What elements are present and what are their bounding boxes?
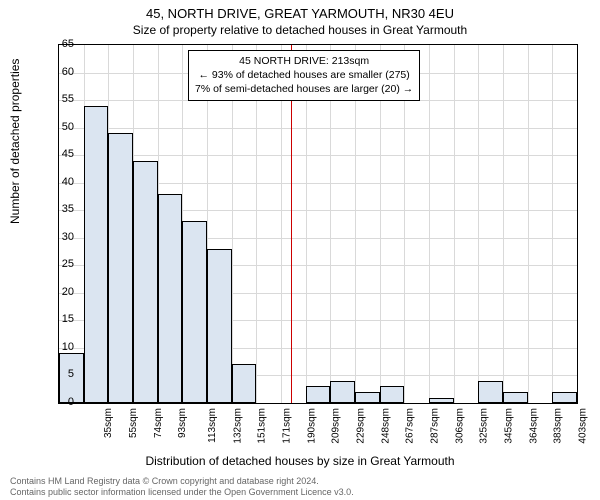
annotation-line1: 45 NORTH DRIVE: 213sqm xyxy=(195,54,413,68)
x-tick-label: 74sqm xyxy=(153,408,164,438)
x-tick-label: 55sqm xyxy=(128,408,139,438)
y-tick-label: 55 xyxy=(44,93,74,105)
x-tick-label: 364sqm xyxy=(528,408,539,444)
gridline-v xyxy=(528,45,529,403)
y-tick-label: 20 xyxy=(44,286,74,298)
gridline-v xyxy=(552,45,553,403)
x-axis-label: Distribution of detached houses by size … xyxy=(0,454,600,468)
y-tick-label: 25 xyxy=(44,258,74,270)
histogram-bar xyxy=(182,221,207,403)
histogram-bar xyxy=(158,194,183,403)
x-tick-label: 93sqm xyxy=(177,408,188,438)
histogram-bar xyxy=(355,392,380,403)
gridline-v xyxy=(454,45,455,403)
x-tick-label: 35sqm xyxy=(103,408,114,438)
histogram-bar xyxy=(552,392,577,403)
gridline-v xyxy=(429,45,430,403)
plot-wrap: 45 NORTH DRIVE: 213sqm ← 93% of detached… xyxy=(58,44,578,404)
x-tick-label: 325sqm xyxy=(479,408,490,444)
x-tick-label: 248sqm xyxy=(380,408,391,444)
histogram-bar xyxy=(503,392,528,403)
y-tick-label: 10 xyxy=(44,341,74,353)
x-tick-label: 132sqm xyxy=(232,408,243,444)
y-tick-label: 45 xyxy=(44,148,74,160)
x-tick-label: 306sqm xyxy=(454,408,465,444)
chart-title-line2: Size of property relative to detached ho… xyxy=(0,21,600,37)
histogram-bar xyxy=(84,106,109,403)
annotation-box: 45 NORTH DRIVE: 213sqm ← 93% of detached… xyxy=(188,50,420,101)
y-tick-label: 40 xyxy=(44,176,74,188)
x-tick-label: 190sqm xyxy=(306,408,317,444)
y-tick-label: 50 xyxy=(44,121,74,133)
chart-container: 45, NORTH DRIVE, GREAT YARMOUTH, NR30 4E… xyxy=(0,0,600,500)
x-tick-label: 383sqm xyxy=(553,408,564,444)
gridline-v xyxy=(478,45,479,403)
x-tick-label: 151sqm xyxy=(257,408,268,444)
y-tick-label: 30 xyxy=(44,231,74,243)
histogram-bar xyxy=(133,161,158,403)
annotation-line2: ← 93% of detached houses are smaller (27… xyxy=(195,68,413,82)
histogram-bar xyxy=(232,364,257,403)
y-tick-label: 60 xyxy=(44,66,74,78)
histogram-bar xyxy=(306,386,331,403)
y-tick-label: 15 xyxy=(44,313,74,325)
histogram-bar xyxy=(478,381,503,403)
gridline-v xyxy=(503,45,504,403)
x-tick-label: 345sqm xyxy=(504,408,515,444)
x-tick-label: 171sqm xyxy=(282,408,293,444)
y-tick-label: 5 xyxy=(44,368,74,380)
gridline-h xyxy=(59,128,577,129)
y-tick-label: 0 xyxy=(44,396,74,408)
footer-attribution: Contains HM Land Registry data © Crown c… xyxy=(10,476,354,499)
y-axis-label: Number of detached properties xyxy=(8,59,22,224)
footer-line2: Contains public sector information licen… xyxy=(10,487,354,498)
x-tick-label: 267sqm xyxy=(405,408,416,444)
x-tick-label: 403sqm xyxy=(578,408,589,444)
footer-line1: Contains HM Land Registry data © Crown c… xyxy=(10,476,354,487)
histogram-bar xyxy=(429,398,454,404)
x-tick-label: 209sqm xyxy=(331,408,342,444)
histogram-bar xyxy=(108,133,133,403)
y-tick-label: 65 xyxy=(44,38,74,50)
chart-title-line1: 45, NORTH DRIVE, GREAT YARMOUTH, NR30 4E… xyxy=(0,0,600,21)
x-tick-label: 113sqm xyxy=(207,408,218,443)
y-tick-label: 35 xyxy=(44,203,74,215)
x-tick-label: 287sqm xyxy=(430,408,441,444)
histogram-bar xyxy=(207,249,232,403)
histogram-bar xyxy=(380,386,405,403)
annotation-line3: 7% of semi-detached houses are larger (2… xyxy=(195,82,413,96)
histogram-bar xyxy=(330,381,355,403)
gridline-h xyxy=(59,155,577,156)
x-tick-label: 229sqm xyxy=(356,408,367,444)
